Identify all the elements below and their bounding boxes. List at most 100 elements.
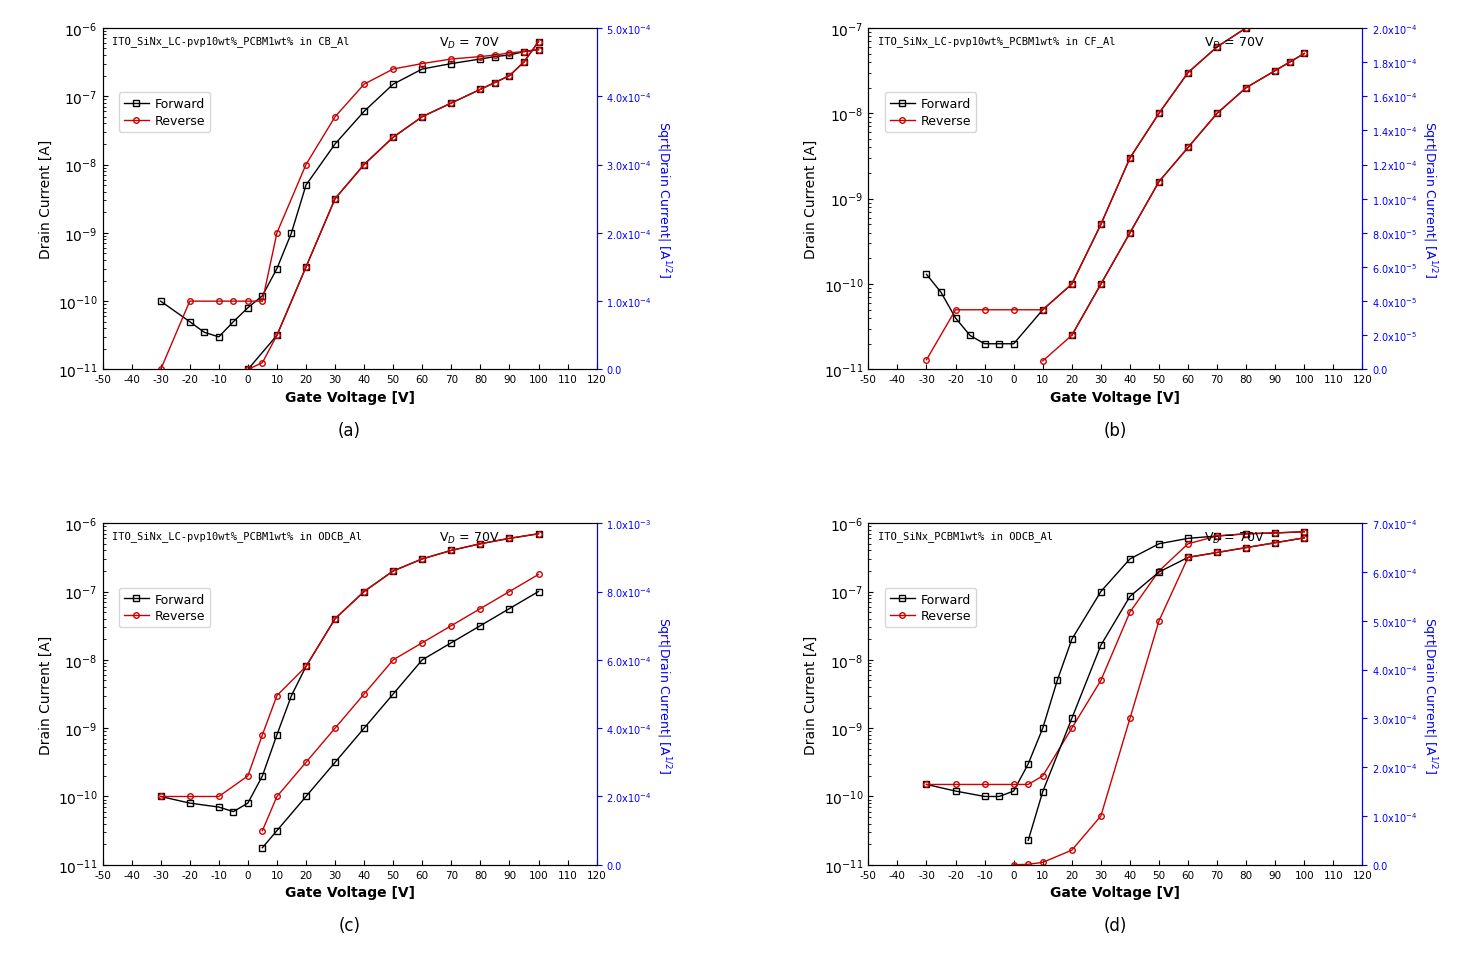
Forward: [1091, 586, 1109, 598]
Forward: [530, 529, 548, 540]
Forward: [209, 332, 227, 343]
Y-axis label: Sqrt|Drain Current| [A$^{1/2}$]: Sqrt|Drain Current| [A$^{1/2}$]: [653, 121, 672, 278]
Y-axis label: Sqrt|Drain Current| [A$^{1/2}$]: Sqrt|Drain Current| [A$^{1/2}$]: [653, 616, 672, 773]
Line: Reverse: Reverse: [158, 531, 541, 800]
Legend: Forward, Reverse: Forward, Reverse: [119, 588, 211, 628]
Reverse: [152, 364, 170, 376]
Line: Forward: Forward: [158, 531, 541, 815]
Forward: [268, 729, 286, 741]
Reverse: [413, 554, 431, 565]
Reverse: [209, 296, 227, 308]
Text: (b): (b): [1103, 421, 1127, 439]
X-axis label: Gate Voltage [V]: Gate Voltage [V]: [1050, 885, 1181, 899]
Reverse: [1209, 42, 1226, 54]
Reverse: [516, 47, 533, 59]
Forward: [1179, 533, 1197, 545]
Reverse: [182, 296, 199, 308]
Forward: [413, 554, 431, 565]
Reverse: [472, 538, 489, 550]
Legend: Forward, Reverse: Forward, Reverse: [885, 93, 976, 133]
Legend: Forward, Reverse: Forward, Reverse: [885, 588, 976, 628]
Forward: [1064, 279, 1081, 290]
Forward: [1064, 634, 1081, 646]
Forward: [442, 545, 460, 556]
Reverse: [297, 160, 315, 171]
Forward: [413, 64, 431, 76]
Forward: [1209, 530, 1226, 542]
Text: V$_D$ = 70V: V$_D$ = 70V: [438, 530, 500, 546]
Forward: [1209, 42, 1226, 54]
Reverse: [946, 305, 964, 316]
Reverse: [1295, 4, 1313, 15]
Reverse: [1005, 778, 1023, 790]
Y-axis label: Drain Current [A]: Drain Current [A]: [804, 140, 819, 259]
Y-axis label: Sqrt|Drain Current| [A$^{1/2}$]: Sqrt|Drain Current| [A$^{1/2}$]: [1420, 616, 1439, 773]
Reverse: [501, 533, 519, 545]
Text: V$_D$ = 70V: V$_D$ = 70V: [1204, 530, 1264, 546]
Forward: [1266, 528, 1283, 539]
Forward: [946, 785, 964, 797]
Reverse: [1091, 675, 1109, 686]
Reverse: [253, 296, 271, 308]
Reverse: [946, 778, 964, 790]
Reverse: [1034, 771, 1052, 782]
Forward: [182, 798, 199, 809]
Forward: [486, 52, 504, 63]
Forward: [501, 533, 519, 545]
Reverse: [1121, 153, 1138, 164]
Forward: [182, 316, 199, 328]
Forward: [297, 180, 315, 191]
Forward: [253, 290, 271, 302]
Reverse: [239, 771, 256, 782]
Forward: [1091, 219, 1109, 231]
Forward: [932, 287, 949, 299]
Forward: [1179, 67, 1197, 79]
Forward: [990, 338, 1008, 350]
Forward: [501, 50, 519, 62]
Forward: [1295, 4, 1313, 15]
Text: (a): (a): [338, 421, 360, 439]
Reverse: [530, 45, 548, 57]
Forward: [1150, 109, 1168, 120]
Line: Reverse: Reverse: [924, 7, 1307, 363]
Forward: [327, 139, 344, 151]
Reverse: [1121, 606, 1138, 618]
Line: Reverse: Reverse: [158, 48, 541, 373]
Forward: [384, 566, 401, 578]
Reverse: [356, 586, 374, 598]
Reverse: [1179, 67, 1197, 79]
Forward: [472, 54, 489, 65]
Reverse: [384, 566, 401, 578]
Reverse: [268, 690, 286, 702]
Forward: [961, 331, 979, 342]
Forward: [1295, 527, 1313, 538]
Y-axis label: Drain Current [A]: Drain Current [A]: [804, 634, 819, 753]
Text: ITO_SiNx_LC-pvp10wt%_PCBM1wt% in CF_Al: ITO_SiNx_LC-pvp10wt%_PCBM1wt% in CF_Al: [878, 36, 1116, 46]
Reverse: [152, 791, 170, 802]
Reverse: [297, 661, 315, 673]
X-axis label: Gate Voltage [V]: Gate Voltage [V]: [284, 390, 415, 405]
Reverse: [501, 48, 519, 60]
Line: Forward: Forward: [924, 530, 1307, 800]
Forward: [297, 661, 315, 673]
Forward: [1020, 758, 1037, 770]
Reverse: [327, 111, 344, 123]
Forward: [327, 613, 344, 625]
Forward: [917, 778, 935, 790]
Forward: [384, 80, 401, 91]
Y-axis label: Sqrt|Drain Current| [A$^{1/2}$]: Sqrt|Drain Current| [A$^{1/2}$]: [1420, 121, 1439, 278]
Forward: [976, 791, 993, 802]
Reverse: [1238, 23, 1256, 35]
Reverse: [442, 545, 460, 556]
X-axis label: Gate Voltage [V]: Gate Voltage [V]: [284, 885, 415, 899]
Forward: [976, 338, 993, 350]
Reverse: [1064, 279, 1081, 290]
Reverse: [472, 52, 489, 63]
Reverse: [239, 296, 256, 308]
Reverse: [1091, 219, 1109, 231]
Forward: [1034, 723, 1052, 734]
Reverse: [1064, 723, 1081, 734]
Forward: [472, 538, 489, 550]
Reverse: [1280, 6, 1298, 17]
Forward: [1238, 23, 1256, 35]
